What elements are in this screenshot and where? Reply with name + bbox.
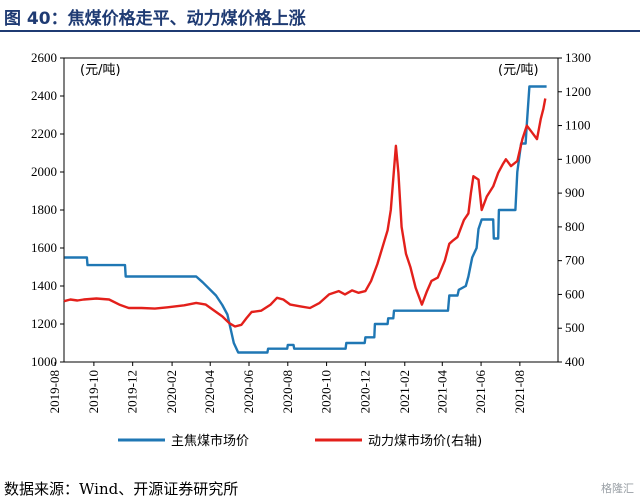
right-tick-label: 600 (565, 286, 585, 301)
x-tick-label: 2021-04 (434, 370, 449, 414)
watermark: 格隆汇 (601, 482, 634, 495)
left-tick-label: 2000 (31, 164, 57, 179)
left-tick-label: 1800 (31, 202, 57, 217)
x-tick-label: 2020-06 (241, 370, 256, 414)
figure-title: 图 40：焦煤价格走平、动力煤价格上涨 (4, 9, 306, 29)
right-tick-label: 700 (565, 253, 585, 268)
right-tick-label: 500 (565, 320, 585, 335)
x-tick-label: 2021-06 (473, 370, 488, 414)
left-tick-label: 1000 (31, 354, 57, 369)
right-tick-label: 800 (565, 219, 585, 234)
x-tick-label: 2019-10 (86, 370, 101, 413)
data-source-note: 数据来源：Wind、开源证券研究所 (4, 480, 239, 498)
left-tick-label: 1600 (31, 240, 57, 255)
left-axis-unit: (元/吨) (80, 63, 121, 78)
right-tick-label: 1000 (565, 151, 591, 166)
right-axis-unit: (元/吨) (498, 63, 539, 78)
right-tick-label: 900 (565, 185, 585, 200)
right-tick-label: 400 (565, 354, 585, 369)
coking-coal-price-line (64, 85, 547, 354)
right-tick-label: 1100 (565, 118, 591, 133)
left-tick-label: 2600 (31, 50, 57, 65)
x-tick-label: 2020-08 (280, 370, 295, 413)
left-tick-label: 2200 (31, 126, 57, 141)
axis-labels: (元/吨) (元/吨) (80, 63, 539, 78)
x-tick-label: 2019-08 (47, 370, 62, 413)
x-tick-label: 2021-02 (397, 370, 412, 413)
right-tick-label: 1200 (565, 84, 591, 99)
x-tick-label: 2020-12 (357, 370, 372, 413)
title-rule (0, 30, 640, 32)
legend: 主焦煤市场价 动力煤市场价(右轴) (118, 433, 482, 449)
legend-label-coking-coal: 主焦煤市场价 (171, 433, 249, 449)
x-tick-label: 2020-02 (164, 370, 179, 413)
right-tick-label: 1300 (565, 50, 591, 65)
thermal-coal-price-line (63, 98, 547, 328)
left-tick-label: 2400 (31, 88, 57, 103)
x-tick-label: 2020-10 (319, 370, 334, 413)
legend-label-thermal-coal: 动力煤市场价(右轴) (368, 433, 482, 449)
x-tick-label: 2020-04 (202, 370, 217, 414)
left-tick-label: 1200 (31, 316, 57, 331)
x-tick-label: 2019-12 (125, 370, 140, 413)
axes: 1000 1200 1400 1600 1800 2000 2200 2400 2600 400 5… (31, 50, 591, 413)
x-tick-label: 2021-08 (512, 370, 527, 413)
dual-axis-line-chart: 1000 1200 1400 1600 1800 2000 2200 2400 2600 400 5… (31, 50, 591, 449)
series (63, 85, 547, 354)
plot-frame (63, 57, 559, 363)
left-tick-label: 1400 (31, 278, 57, 293)
